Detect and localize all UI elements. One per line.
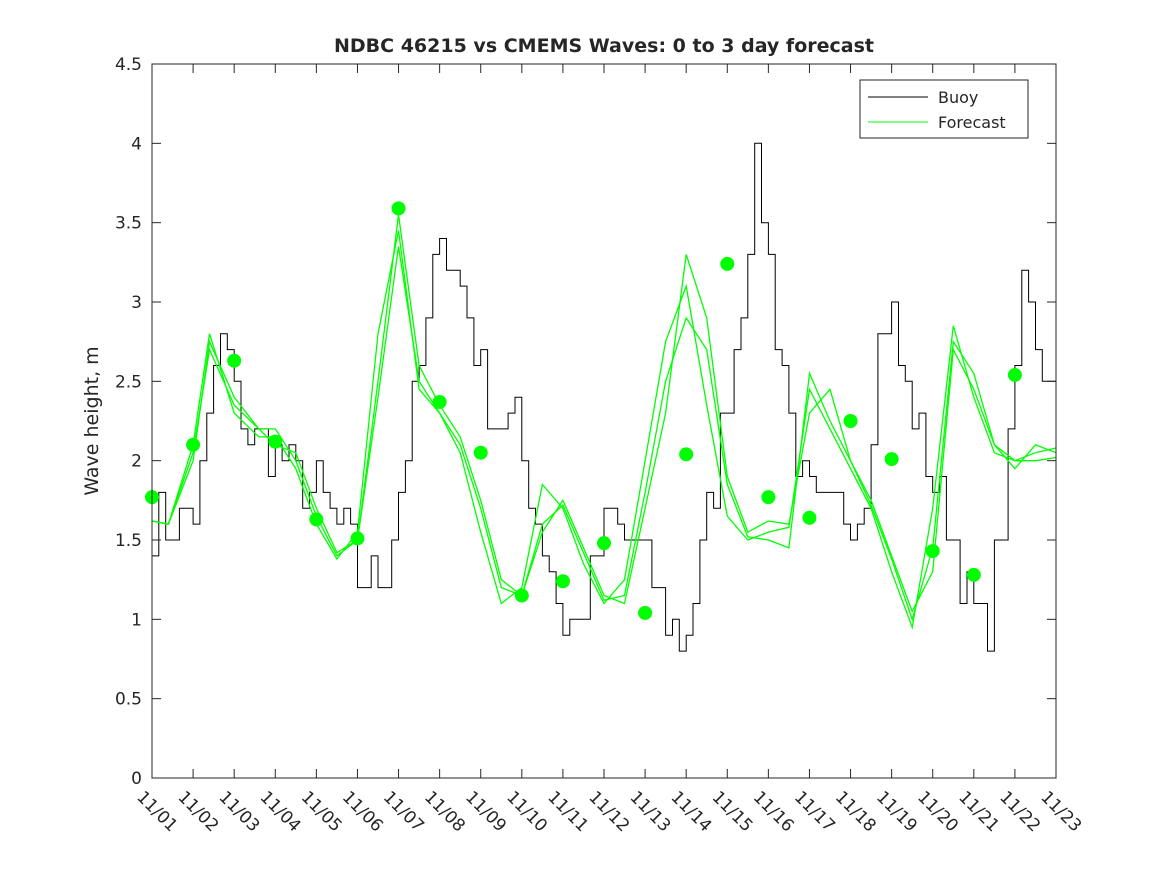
forecast-marker xyxy=(802,510,817,525)
forecast-series-line-1 xyxy=(151,214,1057,614)
y-tick-label: 3.5 xyxy=(115,214,142,234)
forecast-marker xyxy=(350,531,365,546)
y-tick-label: 4 xyxy=(131,134,142,154)
forecast-marker xyxy=(391,201,406,216)
legend-box xyxy=(859,79,1029,139)
forecast-marker xyxy=(514,588,529,603)
y-tick-label: 1.5 xyxy=(115,531,142,551)
legend-forecast-label: Forecast xyxy=(938,113,1006,132)
forecast-marker xyxy=(186,437,201,452)
forecast-marker xyxy=(679,447,694,462)
y-tick-label: 0 xyxy=(131,769,142,789)
y-tick-label: 4.5 xyxy=(115,55,142,75)
forecast-marker xyxy=(268,434,283,449)
forecast-marker xyxy=(884,452,899,467)
forecast-marker xyxy=(761,490,776,505)
forecast-marker xyxy=(843,414,858,428)
buoy-series-line xyxy=(152,142,1057,652)
forecast-marker xyxy=(473,445,488,460)
forecast-series-line-2 xyxy=(151,230,1057,630)
legend-buoy-label: Buoy xyxy=(938,88,978,107)
forecast-marker xyxy=(1007,367,1022,382)
y-axis-label: Wave height, m xyxy=(81,346,103,495)
y-tick-label: 0.5 xyxy=(115,690,142,710)
forecast-marker xyxy=(925,544,940,559)
chart-title: NDBC 46215 vs CMEMS Waves: 0 to 3 day fo… xyxy=(334,35,874,57)
y-tick-label: 1 xyxy=(131,610,142,630)
y-tick-label: 2 xyxy=(131,452,142,472)
forecast-marker xyxy=(966,567,981,582)
y-tick-label: 3 xyxy=(131,293,142,313)
forecast-marker xyxy=(432,394,447,409)
forecast-marker xyxy=(638,605,653,620)
y-tick-label: 2.5 xyxy=(115,372,142,392)
legend: Buoy Forecast xyxy=(859,79,1029,139)
forecast-series-line-3 xyxy=(151,246,1057,622)
forecast-marker xyxy=(597,536,611,551)
y-axis-ticks: 0 0.5 1 1.5 2 2.5 3 3.5 4 4.5 xyxy=(115,55,1056,789)
forecast-marker xyxy=(720,256,735,271)
forecast-marker xyxy=(555,574,570,589)
forecast-marker xyxy=(309,512,324,527)
plot-area xyxy=(145,142,1057,652)
forecast-marker xyxy=(227,353,242,368)
